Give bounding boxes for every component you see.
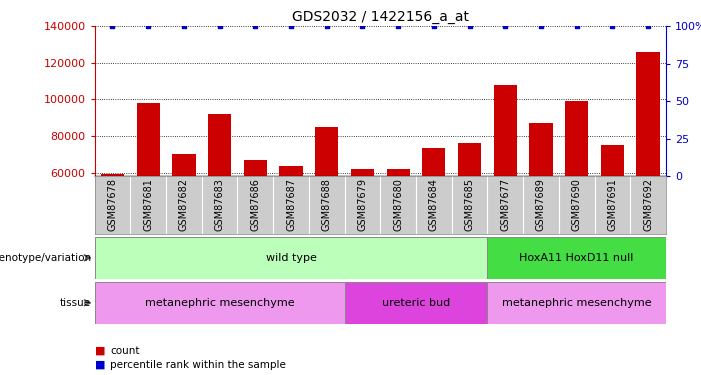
Text: GSM87692: GSM87692 bbox=[643, 178, 653, 231]
Point bbox=[357, 23, 368, 29]
Text: HoxA11 HoxD11 null: HoxA11 HoxD11 null bbox=[519, 253, 634, 263]
Bar bbox=[487, 282, 666, 324]
Point bbox=[500, 23, 511, 29]
Text: tissue: tissue bbox=[60, 298, 91, 308]
Text: GSM87679: GSM87679 bbox=[358, 178, 367, 231]
Text: GSM87680: GSM87680 bbox=[393, 178, 403, 231]
Bar bbox=[637, 52, 660, 282]
Point bbox=[285, 23, 297, 29]
Bar bbox=[208, 114, 231, 282]
Title: GDS2032 / 1422156_a_at: GDS2032 / 1422156_a_at bbox=[292, 10, 469, 24]
Text: GSM87683: GSM87683 bbox=[215, 178, 224, 231]
Bar bbox=[494, 85, 517, 282]
Bar bbox=[565, 101, 588, 282]
Bar bbox=[95, 237, 487, 279]
Bar bbox=[422, 148, 445, 282]
Text: ■: ■ bbox=[95, 346, 105, 355]
Point bbox=[250, 23, 261, 29]
Bar bbox=[386, 169, 410, 282]
Bar bbox=[315, 127, 339, 282]
Text: GSM87690: GSM87690 bbox=[572, 178, 582, 231]
Point bbox=[142, 23, 154, 29]
Bar bbox=[137, 103, 160, 282]
Point bbox=[214, 23, 225, 29]
Text: GSM87688: GSM87688 bbox=[322, 178, 332, 231]
Text: wild type: wild type bbox=[266, 253, 316, 263]
Point bbox=[464, 23, 475, 29]
Text: GSM87678: GSM87678 bbox=[107, 178, 118, 231]
Bar bbox=[345, 282, 487, 324]
Bar bbox=[172, 154, 196, 282]
Text: GSM87687: GSM87687 bbox=[286, 178, 296, 231]
Bar bbox=[601, 145, 624, 282]
Point bbox=[178, 23, 189, 29]
Point bbox=[321, 23, 332, 29]
Point bbox=[536, 23, 547, 29]
Text: GSM87691: GSM87691 bbox=[607, 178, 618, 231]
Point bbox=[428, 23, 440, 29]
Point bbox=[571, 23, 583, 29]
Text: GSM87685: GSM87685 bbox=[465, 178, 475, 231]
Point bbox=[643, 23, 654, 29]
Text: count: count bbox=[110, 346, 139, 355]
Bar bbox=[244, 160, 267, 282]
Text: percentile rank within the sample: percentile rank within the sample bbox=[110, 360, 286, 370]
Point bbox=[607, 23, 618, 29]
Text: GSM87686: GSM87686 bbox=[250, 178, 260, 231]
Bar bbox=[95, 282, 345, 324]
Bar bbox=[458, 143, 481, 282]
Bar bbox=[487, 237, 666, 279]
Point bbox=[393, 23, 404, 29]
Text: metanephric mesenchyme: metanephric mesenchyme bbox=[502, 298, 651, 308]
Point bbox=[107, 23, 118, 29]
Text: GSM87677: GSM87677 bbox=[501, 178, 510, 231]
Bar bbox=[280, 166, 303, 282]
Text: GSM87681: GSM87681 bbox=[143, 178, 154, 231]
Bar bbox=[350, 169, 374, 282]
Text: genotype/variation: genotype/variation bbox=[0, 253, 91, 263]
Bar bbox=[101, 174, 124, 282]
Text: ■: ■ bbox=[95, 360, 105, 370]
Bar bbox=[529, 123, 552, 282]
Text: GSM87684: GSM87684 bbox=[429, 178, 439, 231]
Text: metanephric mesenchyme: metanephric mesenchyme bbox=[145, 298, 294, 308]
Text: GSM87682: GSM87682 bbox=[179, 178, 189, 231]
Text: GSM87689: GSM87689 bbox=[536, 178, 546, 231]
Text: ureteric bud: ureteric bud bbox=[382, 298, 450, 308]
